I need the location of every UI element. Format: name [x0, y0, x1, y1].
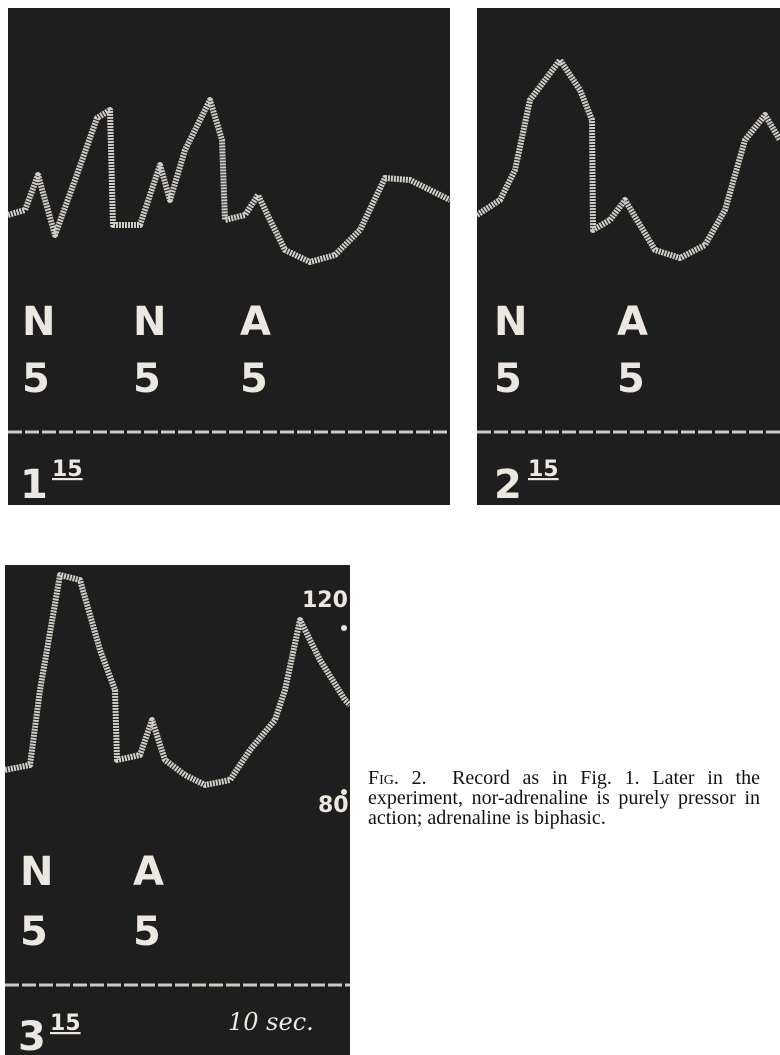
- time-minute: 15: [52, 457, 83, 482]
- dose-label: 5: [617, 356, 645, 402]
- drug-label: A: [617, 299, 648, 345]
- time-minute: 15: [528, 457, 559, 482]
- dose-label: 5: [133, 356, 161, 402]
- drug-label: N: [22, 299, 55, 345]
- caption: Fig. 2. Record as in Fig. 1. Later in th…: [368, 768, 760, 828]
- dose-label: 5: [133, 909, 161, 955]
- drug-label: N: [494, 299, 527, 345]
- time-minute: 15: [50, 1011, 81, 1036]
- caption-label: Fig. 2.: [368, 767, 427, 789]
- time-hour: 2: [494, 462, 522, 508]
- caption-text: Record as in Fig. 1. Later in the experi…: [368, 767, 760, 829]
- figure: N 5 N 5 A 5 1 15 N 5 A 5 2 15 120 80 N 5…: [0, 0, 780, 1055]
- drug-label: N: [133, 299, 166, 345]
- page: {"panels": [ {"labels": [{"drug": "N", "…: [0, 0, 780, 1055]
- scale-upper: 120: [302, 588, 348, 613]
- panel-background: [477, 8, 780, 505]
- drug-label: A: [133, 849, 164, 895]
- panel-background: [8, 8, 450, 505]
- time-scale: 10 sec.: [228, 1008, 314, 1036]
- drug-label: N: [20, 849, 53, 895]
- time-hour: 1: [20, 462, 48, 508]
- dose-label: 5: [20, 909, 48, 955]
- scale-dot: [341, 625, 347, 631]
- drug-label: A: [240, 299, 271, 345]
- dose-label: 5: [22, 356, 50, 402]
- time-hour: 3: [18, 1014, 46, 1055]
- dose-label: 5: [240, 356, 268, 402]
- scale-lower: 80: [318, 793, 349, 818]
- dose-label: 5: [494, 356, 522, 402]
